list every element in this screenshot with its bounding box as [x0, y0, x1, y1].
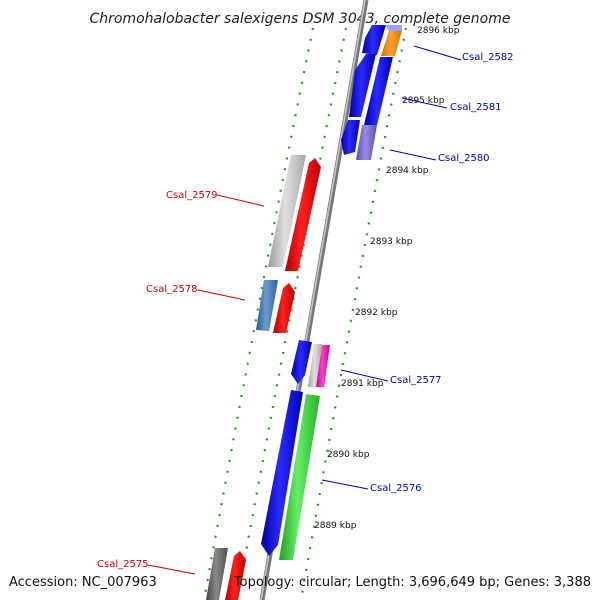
- gene-label-csal-2575[interactable]: Csal_2575: [97, 559, 149, 570]
- gene-csal-2575-dark[interactable]: [206, 548, 228, 600]
- gene-label-csal-2577[interactable]: Csal_2577: [390, 375, 442, 386]
- gene-csal-2578-steel[interactable]: [256, 280, 278, 331]
- kbp-label-2890: 2890 kbp: [327, 450, 370, 460]
- gene-csal-2575-red[interactable]: [225, 551, 246, 600]
- gene-csal-2579-red[interactable]: [285, 158, 321, 271]
- gene-csal-2579-gray[interactable]: [268, 155, 306, 267]
- accession-text: Accession: NC_007963: [9, 575, 157, 590]
- gene-label-csal-2578[interactable]: Csal_2578: [146, 284, 198, 295]
- gene-csal-2582-orange[interactable]: [381, 31, 402, 56]
- gene-csal-2582-arrow[interactable]: [362, 25, 386, 55]
- gene-csal-2582-tail[interactable]: [386, 25, 402, 31]
- kbp-labels: 2896 kbp 2895 kbp 2894 kbp 2893 kbp 2892…: [314, 26, 460, 531]
- map-title: Chromohalobacter salexigens DSM 3043, co…: [90, 11, 511, 27]
- gene-label-csal-2582[interactable]: Csal_2582: [462, 52, 514, 63]
- kbp-label-2891: 2891 kbp: [341, 379, 384, 389]
- gene-labels: Csal_2582 Csal_2581 Csal_2580 Csal_2579 …: [97, 52, 514, 570]
- kbp-label-2896: 2896 kbp: [417, 26, 460, 36]
- gene-csal-2577-blue[interactable]: [291, 340, 312, 384]
- gene-csal-2580-left[interactable]: [341, 120, 360, 155]
- gene-csal-2576-green[interactable]: [279, 394, 320, 560]
- gene-csal-2577-magenta[interactable]: [316, 345, 330, 387]
- kbp-label-2893: 2893 kbp: [370, 237, 413, 247]
- gene-csal-2578-red[interactable]: [273, 283, 295, 333]
- kbp-label-2892: 2892 kbp: [355, 308, 398, 318]
- gene-label-csal-2580[interactable]: Csal_2580: [438, 153, 490, 164]
- gene-csal-2581-left[interactable]: [349, 54, 376, 117]
- gene-csal-2577-gray[interactable]: [308, 344, 322, 387]
- gene-leader-lines: [147, 45, 462, 575]
- kbp-label-2889: 2889 kbp: [314, 521, 357, 531]
- topology-text: Topology: circular; Length: 3,696,649 bp…: [233, 575, 591, 590]
- gene-label-csal-2579[interactable]: Csal_2579: [166, 190, 218, 201]
- gene-label-csal-2576[interactable]: Csal_2576: [370, 483, 422, 494]
- gene-csal-2576-blue[interactable]: [261, 390, 303, 556]
- gene-csal-2581-right[interactable]: [364, 57, 393, 125]
- kbp-label-2894: 2894 kbp: [386, 166, 429, 176]
- gene-arrows: [206, 25, 402, 600]
- gene-csal-2580-right[interactable]: [356, 125, 377, 160]
- gene-label-csal-2581[interactable]: Csal_2581: [450, 102, 502, 113]
- kbp-label-2895: 2895 kbp: [402, 96, 445, 106]
